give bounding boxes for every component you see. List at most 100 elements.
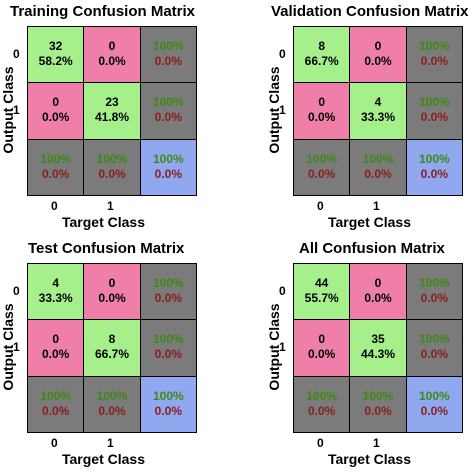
validation-matrix-panel: Validation Confusion Matrix 8 66.7% 0 0.0% 10… — [237, 0, 474, 237]
incorrect-cell: 0 0.0% — [350, 27, 406, 83]
cell-value: 0 — [374, 39, 382, 53]
cell-percent: 0.0% — [364, 291, 392, 305]
correct-cell: 4 33.3% — [28, 264, 84, 320]
cell-percent: 0.0% — [420, 347, 448, 362]
cell-percent: 0.0% — [98, 403, 126, 418]
y-tick-label: 1 — [279, 103, 286, 117]
y-tick-label: 0 — [13, 284, 20, 298]
cell-value: 100% — [40, 388, 72, 403]
cell-value: 100% — [152, 388, 184, 403]
correct-cell: 44 55.7% — [294, 264, 350, 320]
cell-value: 100% — [362, 151, 394, 166]
x-axis-label: Target Class — [62, 451, 145, 467]
cell-value: 32 — [48, 39, 63, 53]
incorrect-cell: 0 0.0% — [294, 320, 350, 376]
x-tick-label: 1 — [373, 436, 380, 450]
incorrect-cell: 0 0.0% — [28, 320, 84, 376]
cell-percent: 0.0% — [307, 110, 336, 125]
cell-value: 100% — [152, 39, 184, 53]
correct-cell: 4 33.3% — [350, 83, 406, 139]
cell-percent: 55.7% — [304, 291, 339, 305]
summary-cell: 100% 0.0% — [84, 139, 140, 195]
test-matrix-panel: Test Confusion Matrix 4 33.3% 0 0.0% 100% 0.0%… — [0, 237, 237, 474]
cell-percent: 0.0% — [154, 54, 182, 68]
cell-value: 100% — [40, 151, 72, 166]
summary-cell: 100% 0.0% — [140, 27, 196, 83]
x-axis-label: Target Class — [328, 214, 411, 230]
incorrect-cell: 0 0.0% — [84, 27, 140, 83]
cell-value: 0 — [52, 95, 59, 110]
cell-percent: 33.3% — [38, 291, 73, 305]
cell-value: 100% — [418, 39, 450, 53]
cell-percent: 33.3% — [360, 110, 395, 125]
confusion-grid: 4 33.3% 0 0.0% 100% 0.0% 0 0.0% 8 66.7% 100% 0.0% 10… — [27, 263, 197, 433]
correct-cell: 8 66.7% — [294, 27, 350, 83]
cell-percent: 0.0% — [154, 403, 182, 418]
incorrect-cell: 0 0.0% — [294, 83, 350, 139]
cell-percent: 0.0% — [98, 166, 126, 181]
cell-value: 0 — [108, 39, 116, 53]
x-axis-label: Target Class — [62, 214, 145, 230]
y-tick-label: 0 — [279, 47, 286, 61]
overall-cell: 100% 0.0% — [406, 376, 462, 432]
cell-value: 4 — [52, 276, 59, 290]
summary-cell: 100% 0.0% — [294, 139, 350, 195]
y-axis-label: Output Class — [266, 66, 282, 154]
cell-percent: 0.0% — [154, 110, 182, 125]
all-matrix-panel: All Confusion Matrix 44 55.7% 0 0.0% 100% 0.0%… — [237, 237, 474, 474]
cell-percent: 0.0% — [41, 110, 70, 125]
cell-value: 0 — [318, 95, 325, 110]
cell-value: 35 — [371, 332, 385, 347]
summary-cell: 100% 0.0% — [350, 139, 406, 195]
chart-title: Validation Confusion Matrix — [271, 3, 469, 20]
incorrect-cell: 0 0.0% — [84, 264, 140, 320]
cell-percent: 0.0% — [364, 166, 392, 181]
incorrect-cell: 0 0.0% — [28, 83, 84, 139]
summary-cell: 100% 0.0% — [406, 264, 462, 320]
chart-title: Test Confusion Matrix — [28, 240, 185, 257]
cell-percent: 66.7% — [94, 347, 129, 362]
correct-cell: 8 66.7% — [84, 320, 140, 376]
cell-percent: 41.8% — [94, 110, 129, 125]
correct-cell: 23 41.8% — [84, 83, 140, 139]
y-axis-label: Output Class — [266, 303, 282, 391]
cell-value: 8 — [108, 332, 116, 347]
x-tick-label: 1 — [373, 199, 380, 213]
y-tick-label: 1 — [13, 340, 20, 354]
y-tick-label: 0 — [279, 284, 286, 298]
cell-percent: 0.0% — [364, 54, 392, 68]
cell-value: 100% — [418, 332, 450, 347]
x-tick-label: 1 — [107, 436, 114, 450]
summary-cell: 100% 0.0% — [406, 27, 462, 83]
cell-percent: 0.0% — [420, 110, 448, 125]
cell-value: 0 — [108, 276, 116, 290]
cell-value: 100% — [306, 388, 338, 403]
cell-percent: 66.7% — [304, 54, 339, 68]
overall-cell: 100% 0.0% — [140, 139, 196, 195]
cell-percent: 0.0% — [420, 291, 448, 305]
x-tick-label: 0 — [317, 199, 324, 213]
cell-value: 100% — [418, 151, 450, 166]
chart-title: All Confusion Matrix — [299, 240, 445, 257]
y-axis-label: Output Class — [0, 66, 16, 154]
cell-value: 4 — [374, 95, 382, 110]
y-tick-label: 1 — [13, 103, 20, 117]
cell-value: 100% — [362, 388, 394, 403]
y-axis-label: Output Class — [0, 303, 16, 391]
correct-cell: 35 44.3% — [350, 320, 406, 376]
cell-percent: 58.2% — [38, 54, 73, 68]
cell-value: 100% — [96, 151, 128, 166]
cell-value: 8 — [318, 39, 325, 53]
cell-percent: 0.0% — [364, 403, 392, 418]
cell-value: 23 — [105, 95, 119, 110]
correct-cell: 32 58.2% — [28, 27, 84, 83]
summary-cell: 100% 0.0% — [294, 376, 350, 432]
summary-cell: 100% 0.0% — [350, 376, 406, 432]
chart-title: Training Confusion Matrix — [10, 3, 196, 20]
cell-percent: 44.3% — [360, 347, 395, 362]
summary-cell: 100% 0.0% — [406, 320, 462, 376]
cell-value: 100% — [418, 388, 450, 403]
x-tick-label: 0 — [51, 199, 58, 213]
cell-value: 0 — [374, 276, 382, 290]
cell-percent: 0.0% — [41, 166, 70, 181]
